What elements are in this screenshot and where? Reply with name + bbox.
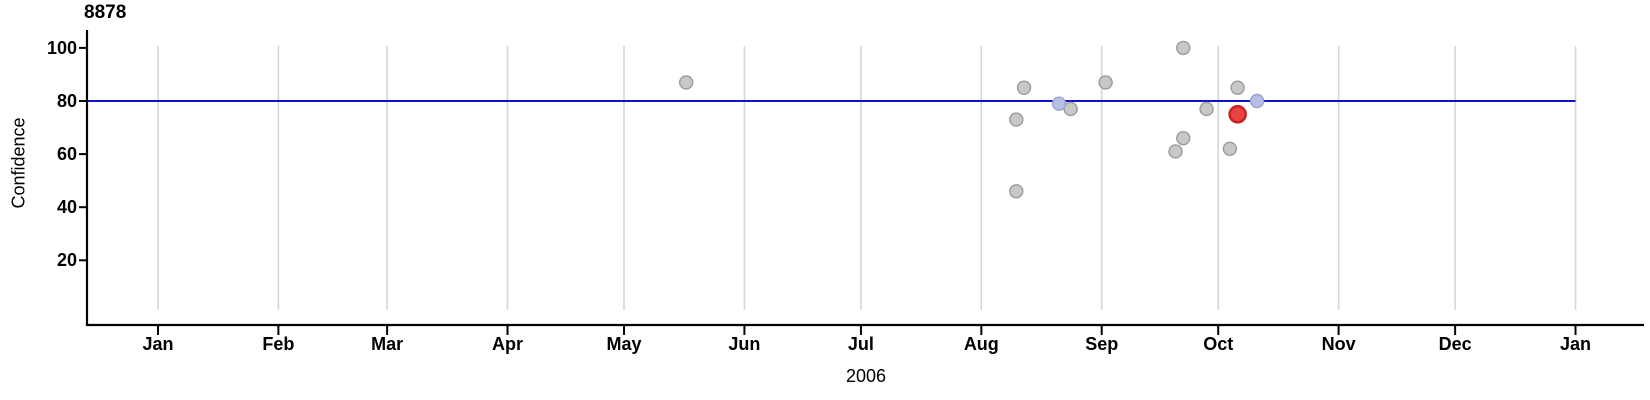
data-point[interactable]	[678, 75, 694, 90]
data-point[interactable]	[1009, 112, 1024, 127]
x-tick-label: Jul	[847, 334, 874, 354]
data-point[interactable]	[1230, 80, 1245, 95]
data-point[interactable]	[1063, 101, 1078, 117]
y-tick-label: 100	[46, 37, 77, 58]
data-point[interactable]	[1009, 184, 1024, 199]
data-point[interactable]	[1176, 40, 1191, 56]
x-tick-label: Nov	[1321, 334, 1356, 354]
y-tick-label: 40	[56, 197, 77, 218]
y-tick-label: 20	[56, 250, 77, 271]
x-axis-title: 2006	[845, 366, 887, 386]
data-point[interactable]	[1199, 101, 1214, 117]
x-tick-label: May	[606, 334, 642, 354]
x-tick-label: Dec	[1438, 334, 1472, 354]
y-tick-label: 80	[56, 91, 77, 111]
x-tick-label: Sep	[1085, 334, 1119, 354]
x-tick-label: Apr	[492, 334, 524, 354]
data-point-selected[interactable]	[1228, 104, 1247, 124]
x-tick-label: Aug	[963, 334, 999, 354]
x-tick-label: Mar	[371, 334, 404, 354]
data-point[interactable]	[1016, 80, 1032, 95]
x-tick-label: Oct	[1203, 334, 1234, 354]
y-tick-label: 60	[56, 144, 77, 165]
data-point[interactable]	[1168, 144, 1183, 159]
data-point[interactable]	[1222, 141, 1238, 156]
data-point-highlighted[interactable]	[1051, 96, 1067, 111]
x-tick-label: Feb	[262, 334, 295, 354]
chart-title: 8878	[84, 2, 127, 23]
data-point[interactable]	[1176, 130, 1191, 146]
x-tick-label: Jun	[728, 334, 761, 354]
x-tick-label: Jan	[142, 334, 174, 354]
data-point-highlighted[interactable]	[1249, 93, 1265, 109]
x-tick-label: Jan	[1559, 334, 1592, 354]
y-axis-title: Confidence	[8, 117, 29, 209]
data-point[interactable]	[1098, 75, 1113, 90]
